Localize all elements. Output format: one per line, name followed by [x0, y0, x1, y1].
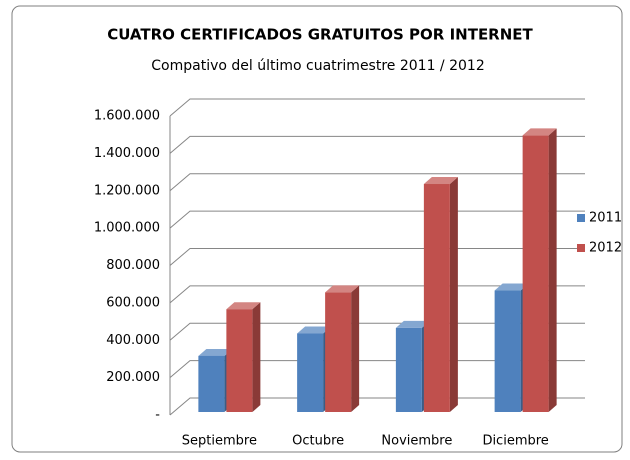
bar-side — [252, 302, 261, 412]
x-tick-label: Septiembre — [182, 434, 257, 449]
y-tick-label: 1.600.000 — [94, 109, 160, 124]
grid-line — [169, 173, 585, 192]
grid-line — [169, 98, 585, 117]
bar-top — [395, 320, 430, 328]
legend-swatch — [577, 214, 585, 222]
bar-side — [449, 177, 458, 412]
chart-border — [11, 5, 623, 453]
bar-top — [297, 326, 332, 334]
bar — [395, 327, 422, 412]
bar — [423, 184, 450, 412]
legend-label: 2011 — [589, 211, 622, 226]
x-tick-label: Octubre — [292, 434, 344, 449]
y-tick-label: 800.000 — [106, 258, 160, 273]
bar — [325, 292, 352, 412]
grid-line — [169, 135, 585, 154]
legend-swatch — [577, 244, 585, 252]
bar — [297, 333, 324, 412]
y-tick-label: 200.000 — [106, 370, 160, 385]
x-tick-label: Noviembre — [381, 434, 452, 449]
bar-top — [226, 302, 261, 310]
y-tick-label: 600.000 — [106, 295, 160, 310]
legend-label: 2012 — [589, 241, 622, 256]
bar — [494, 290, 521, 412]
bar — [522, 135, 549, 413]
bar-side — [351, 285, 360, 412]
y-tick-label: - — [155, 408, 160, 423]
bar-top — [522, 128, 557, 136]
chart-title: CUATRO CERTIFICADOS GRATUITOS POR INTERN… — [107, 26, 533, 44]
bar — [226, 309, 253, 412]
bar-side — [548, 128, 557, 413]
bar-top — [494, 283, 529, 291]
bar-top — [423, 177, 458, 185]
x-tick-label: Diciembre — [482, 434, 548, 449]
y-tick-label: 1.000.000 — [94, 221, 160, 236]
y-tick-label: 1.400.000 — [94, 146, 160, 161]
bar-top — [325, 285, 360, 293]
y-tick-label: 1.200.000 — [94, 183, 160, 198]
y-tick-label: 400.000 — [106, 333, 160, 348]
bar-top — [198, 348, 233, 356]
chart-subtitle: Compativo del último cuatrimestre 2011 /… — [151, 58, 484, 74]
bar — [198, 355, 225, 412]
